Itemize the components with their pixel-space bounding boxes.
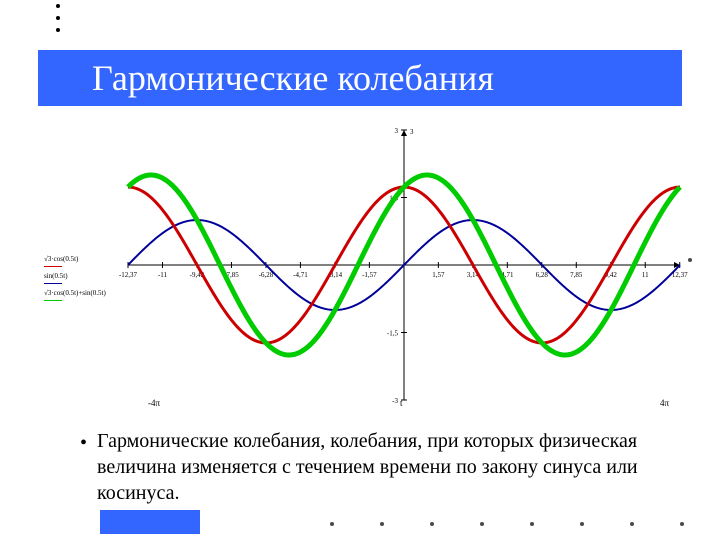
definition-text: Гармонические колебания, колебания, при … [97, 428, 660, 506]
bullet-icon: • [80, 430, 87, 506]
svg-text:-3: -3 [392, 397, 398, 405]
x-axis-left-label: -4π [148, 398, 160, 408]
right-dot [688, 258, 692, 262]
legend-item: √3·cos(0.5t)+sin(0.5t) [44, 286, 106, 301]
top-bullet-decor [56, 4, 60, 40]
svg-text:-6,28: -6,28 [259, 271, 274, 279]
harmonic-chart: -12,37-11-9,42-7,85-6,28-4,71-3,14-1,571… [50, 120, 690, 410]
footer-text-block: • Гармонические колебания, колебания, пр… [80, 428, 660, 506]
svg-text:7,85: 7,85 [570, 271, 583, 279]
legend-swatch [44, 300, 62, 301]
legend-label: √3·cos(0.5t)+sin(0.5t) [44, 286, 106, 300]
svg-text:3: 3 [410, 128, 414, 136]
svg-text:-11: -11 [158, 271, 168, 279]
legend-swatch [44, 283, 62, 284]
legend-item: √3·cos(0.5t) [44, 252, 106, 267]
page-title: Гармонические колебания [92, 57, 494, 99]
footer-blue-block [100, 510, 200, 534]
legend-label: sin(0.5t) [44, 269, 68, 283]
legend-item: sin(0.5t) [44, 269, 106, 284]
svg-text:11: 11 [642, 271, 649, 279]
svg-text:3: 3 [395, 127, 399, 135]
x-axis-right-label: 4π [660, 398, 669, 408]
svg-text:1,57: 1,57 [432, 271, 445, 279]
svg-text:-1,5: -1,5 [387, 330, 399, 338]
title-bar: Гармонические колебания [38, 50, 682, 106]
svg-text:-12,37: -12,37 [119, 271, 138, 279]
legend-label: √3·cos(0.5t) [44, 252, 78, 266]
svg-text:-1,57: -1,57 [362, 271, 377, 279]
svg-text:6,28: 6,28 [536, 271, 549, 279]
x-axis-center-label: t [400, 398, 403, 408]
chart-legend: √3·cos(0.5t) sin(0.5t) √3·cos(0.5t)+sin(0.… [44, 252, 106, 303]
svg-text:-4,71: -4,71 [293, 271, 308, 279]
footer-dots [330, 522, 684, 526]
legend-swatch [44, 266, 62, 267]
